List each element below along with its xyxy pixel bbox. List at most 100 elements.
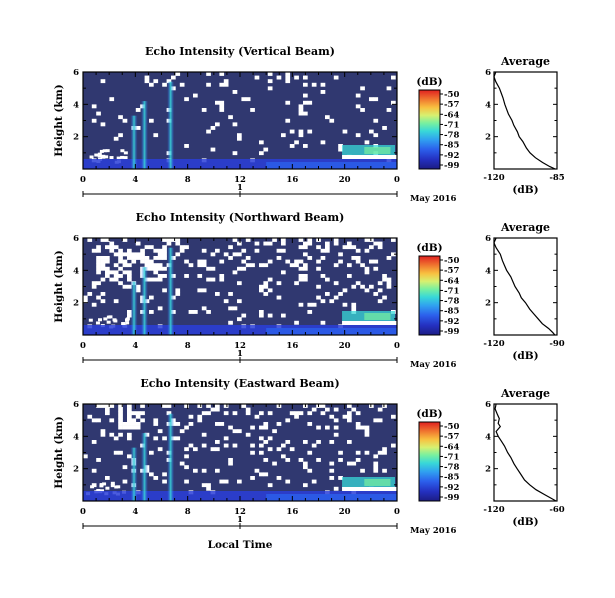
missing-cell <box>377 241 383 246</box>
profile-line <box>494 403 557 502</box>
missing-cell <box>201 259 207 264</box>
missing-cell <box>250 476 255 480</box>
missing-cell <box>127 256 132 260</box>
missing-cell <box>307 256 313 260</box>
echo-plume <box>140 433 148 501</box>
colorbar-tick-label: -64 <box>444 442 459 452</box>
missing-cell <box>105 149 110 153</box>
missing-cell <box>259 411 264 416</box>
missing-cell <box>364 425 370 430</box>
missing-cell <box>237 133 242 138</box>
missing-cell <box>105 256 110 260</box>
missing-cell <box>373 118 379 123</box>
missing-cell <box>206 266 211 271</box>
missing-cell <box>127 252 132 257</box>
missing-cell <box>215 440 220 444</box>
missing-cell <box>338 147 343 152</box>
missing-cell <box>232 151 238 156</box>
x-tick-label: 4 <box>132 175 138 185</box>
missing-cell <box>285 118 291 123</box>
missing-cell <box>157 274 163 278</box>
missing-cell <box>377 407 383 412</box>
missing-cell <box>355 422 361 426</box>
colorbar-tick-label: -71 <box>444 452 459 462</box>
missing-cell <box>215 292 220 296</box>
x-tick-label: 0 <box>394 507 400 517</box>
missing-cell <box>91 248 97 253</box>
missing-cell <box>259 436 264 441</box>
missing-cell <box>219 259 225 264</box>
missing-cell <box>303 241 308 246</box>
missing-cell <box>373 266 379 271</box>
missing-cell <box>149 266 154 271</box>
missing-cell <box>237 317 242 322</box>
missing-cell <box>342 245 348 250</box>
missing-cell <box>342 155 397 159</box>
colorbar-tick-label: -57 <box>444 100 459 110</box>
missing-cell <box>241 248 247 253</box>
missing-cell <box>254 248 260 253</box>
missing-cell <box>184 144 189 148</box>
missing-cell <box>351 461 357 466</box>
missing-cell <box>241 97 247 102</box>
missing-cell <box>223 411 229 416</box>
missing-cell <box>237 136 242 141</box>
missing-cell <box>215 404 220 408</box>
missing-cell <box>116 156 121 160</box>
missing-cell <box>320 411 326 416</box>
colorbar-title: (dB) <box>416 76 442 88</box>
missing-cell <box>254 468 260 473</box>
missing-cell <box>294 259 299 264</box>
missing-cell <box>373 133 379 138</box>
missing-cell <box>166 79 172 84</box>
missing-cell <box>377 281 383 286</box>
missing-cell <box>276 422 282 426</box>
missing-cell <box>135 256 141 260</box>
missing-cell <box>294 140 299 145</box>
missing-cell <box>122 479 128 484</box>
missing-cell <box>179 245 185 250</box>
missing-cell <box>219 277 225 282</box>
missing-cell <box>153 270 159 275</box>
missing-cell <box>157 263 163 268</box>
day-tick-label: 1 <box>237 515 243 525</box>
missing-cell <box>325 292 330 296</box>
missing-cell <box>241 266 247 271</box>
missing-cell <box>118 248 123 253</box>
missing-cell <box>120 155 125 159</box>
missing-cell <box>259 140 264 145</box>
x-tick-label: 8 <box>185 175 191 185</box>
missing-cell <box>102 149 107 153</box>
colorbar-tick-label: -64 <box>444 276 459 286</box>
missing-cell <box>285 72 291 76</box>
missing-cell <box>245 97 251 102</box>
missing-cell <box>127 313 132 318</box>
missing-cell <box>197 414 203 419</box>
missing-cell <box>131 256 137 260</box>
missing-cell <box>355 259 361 264</box>
missing-cell <box>373 259 379 264</box>
missing-cell <box>355 93 361 98</box>
missing-cell <box>355 281 361 286</box>
missing-cell <box>135 425 141 430</box>
missing-cell <box>329 468 335 473</box>
missing-cell <box>179 248 185 253</box>
missing-cell <box>276 447 282 452</box>
missing-cell <box>188 414 194 419</box>
missing-cell <box>285 418 291 423</box>
missing-cell <box>118 404 123 408</box>
x-tick-label: 12 <box>234 507 246 517</box>
x-tick-label: 16 <box>286 341 298 351</box>
colorbar-tick-label: -92 <box>444 151 459 161</box>
missing-cell <box>118 418 123 423</box>
missing-cell <box>329 299 335 304</box>
missing-cell <box>228 306 233 311</box>
missing-cell <box>338 259 343 264</box>
y-tick-label: 2 <box>73 133 79 143</box>
missing-cell <box>162 404 167 408</box>
day-tick-label: 1 <box>237 183 243 193</box>
missing-cell <box>325 115 330 120</box>
missing-cell <box>303 440 308 444</box>
missing-cell <box>100 266 106 271</box>
missing-cell <box>113 450 119 455</box>
